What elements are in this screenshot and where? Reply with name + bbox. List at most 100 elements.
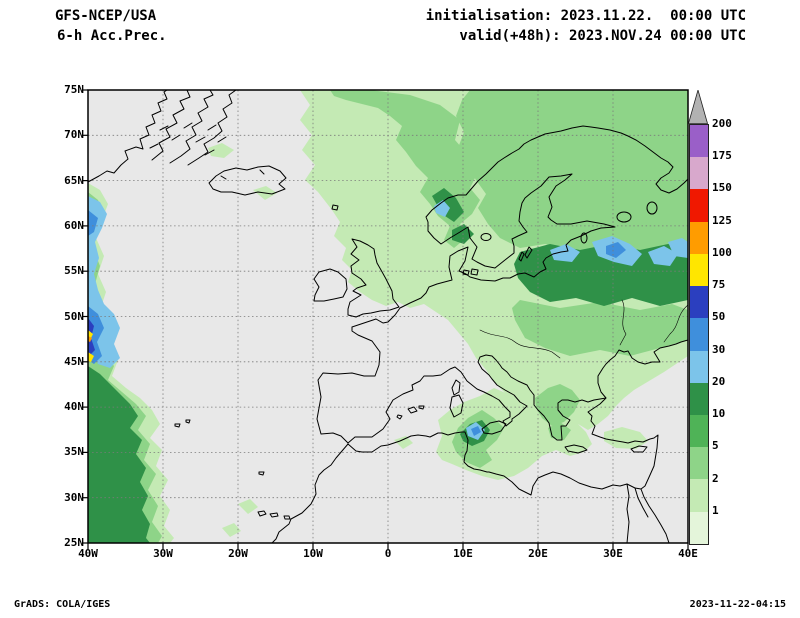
lat-label: 25N — [64, 536, 84, 549]
colorbar-band — [690, 318, 708, 351]
colorbar-band — [690, 350, 708, 383]
precip-area-75mm — [88, 352, 94, 362]
colorbar-band — [690, 511, 708, 544]
river-dnieper — [619, 299, 627, 346]
colorbar-value-label: 2 — [712, 471, 719, 485]
colorbar-value-label: 100 — [712, 245, 732, 259]
colorbar-value-label: 5 — [712, 439, 719, 453]
coast-canaries — [257, 510, 291, 520]
lat-label: 30N — [64, 490, 84, 504]
river-danube — [479, 329, 561, 359]
colorbar-band — [690, 221, 708, 254]
model-title: GFS-NCEP/USA — [55, 8, 157, 24]
colorbar-band — [690, 382, 708, 415]
coast-north-africa — [271, 397, 659, 543]
lon-label: 10W — [303, 547, 323, 560]
precip-area-30mm — [88, 210, 98, 236]
grid-and-ticks — [88, 90, 688, 543]
river-don — [663, 304, 688, 343]
colorbar-band — [690, 253, 708, 287]
precip-area-20mm — [668, 238, 688, 258]
lake-onega — [646, 201, 658, 215]
precip-area-20mm — [648, 246, 678, 266]
coast-britain — [347, 238, 400, 318]
lat-label: 35N — [64, 445, 84, 459]
colorbar-band — [690, 414, 708, 448]
grads-credit: GrADS: COLA/IGES — [14, 599, 111, 610]
colorbar-value-label: 30 — [712, 342, 726, 356]
precip-area-20mm — [550, 244, 580, 262]
colorbar-band — [690, 447, 708, 480]
lat-label: 65N — [64, 173, 84, 187]
coastlines — [88, 90, 688, 543]
precip-area-2mm — [208, 143, 234, 158]
coast-crete — [564, 444, 588, 454]
coast-gotland — [518, 246, 533, 262]
colorbar-bands — [689, 124, 709, 545]
colorbar-value-label: 200 — [712, 117, 732, 130]
lon-label: 20W — [228, 547, 248, 560]
coast-cyprus — [630, 445, 648, 453]
colorbar-band — [690, 125, 708, 158]
product-title: 6-h Acc.Prec. — [57, 28, 167, 44]
init-time-line: initialisation: 2023.11.22. 00:00 UTC — [425, 8, 746, 24]
colorbar-value-label: 20 — [712, 374, 726, 388]
lat-label: 40N — [64, 400, 84, 414]
colorbar-value-label: 75 — [712, 278, 726, 292]
colorbar-arrow-icon — [688, 90, 708, 124]
valid-time-line: valid(+48h): 2023.NOV.24 00:00 UTC — [459, 28, 746, 44]
lat-label: 60N — [64, 218, 84, 232]
precip-area-50mm — [88, 318, 95, 356]
precip-area-30mm — [606, 242, 626, 258]
lon-label: 10E — [453, 547, 473, 560]
lon-label: 40W — [78, 547, 98, 560]
lat-label: 70N — [64, 128, 84, 142]
colorbar-band — [690, 189, 708, 222]
lake-ladoga — [616, 211, 632, 223]
coast-balearics — [396, 405, 425, 420]
precip-area-2mm — [394, 436, 413, 449]
coast-ireland — [313, 268, 348, 302]
coast-greenland — [88, 90, 168, 183]
coast-azores — [174, 419, 191, 428]
lon-label: 40E — [678, 547, 698, 560]
creation-timestamp: 2023-11-22-04:15 — [689, 599, 786, 610]
lat-label: 50N — [64, 309, 84, 323]
coast-sinai-redsea — [626, 483, 670, 543]
coast-mainland-north — [316, 125, 688, 444]
precip-area-2mm — [604, 427, 648, 449]
coast-faroes — [331, 204, 339, 211]
colorbar-band — [690, 479, 708, 512]
colorbar-value-label: 125 — [712, 213, 732, 227]
coast-corsica — [451, 379, 461, 396]
precip-area-2mm — [238, 499, 258, 514]
colorbar-value-label: 10 — [712, 407, 726, 421]
colorbar-value-label: 150 — [712, 181, 732, 195]
coast-madeira — [258, 471, 265, 476]
colorbar-value-label: 175 — [712, 149, 732, 163]
lon-label: 0 — [384, 547, 392, 560]
coast-sardinia — [449, 394, 464, 418]
precip-area-10mm — [88, 366, 150, 543]
colorbar-value-label: 1 — [712, 503, 719, 517]
lon-label: 30W — [153, 547, 173, 560]
coast-denmark-isles — [462, 268, 479, 276]
lake-peipus — [580, 232, 588, 244]
precip-area-10mm — [432, 188, 464, 222]
precip-area-2mm — [222, 523, 241, 537]
coast-sicily — [481, 420, 507, 435]
precipitation-shading — [88, 90, 688, 543]
precip-area-5mm — [512, 300, 688, 356]
lon-label: 30E — [603, 547, 623, 560]
lake-vanern — [480, 233, 492, 241]
lat-label: 55N — [64, 264, 84, 278]
coast-iceland — [208, 165, 287, 196]
precip-area-20mm — [434, 200, 450, 217]
colorbar-value-label: 50 — [712, 310, 726, 324]
precip-area-30mm — [471, 426, 481, 436]
lat-label: 75N — [64, 83, 84, 96]
precip-area-100mm — [88, 336, 92, 342]
lon-label: 20E — [528, 547, 548, 560]
